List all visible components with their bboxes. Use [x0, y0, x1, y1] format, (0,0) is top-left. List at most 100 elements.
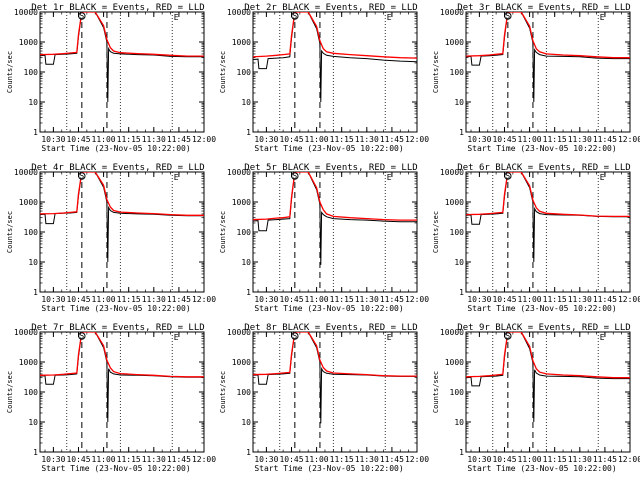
x-tick-label: 10:45	[279, 135, 303, 144]
plot-frame	[39, 11, 205, 133]
marker-badge	[291, 332, 299, 340]
x-tick-label: 11:45	[593, 135, 617, 144]
end-marker-label: E	[600, 13, 605, 22]
detector-panel: 1 10 100 1000 10000 10:30 10:45 11:00 11:15 11:30…	[219, 323, 429, 473]
y-tick-label: 10	[28, 258, 38, 267]
y-tick-label: 1	[33, 128, 38, 137]
y-tick-label: 10	[241, 418, 251, 427]
x-tick-label: 10:45	[279, 295, 303, 304]
x-axis-label: Start Time (23-Nov-05 10:22:00)	[254, 304, 403, 313]
detector-panel: 1 10 100 1000 10000 10:30 10:45 11:00 11:15 11:30…	[219, 3, 429, 153]
plot-frame	[465, 331, 631, 453]
y-tick-label: 10	[28, 418, 38, 427]
x-tick-label: 12:00	[405, 455, 429, 464]
marker-badge	[291, 12, 299, 20]
x-axis-label: Start Time (23-Nov-05 10:22:00)	[467, 304, 616, 313]
x-tick-label: 10:30	[254, 295, 278, 304]
x-tick-label: 11:45	[380, 135, 404, 144]
x-tick-label: 11:30	[568, 295, 592, 304]
plot-frame	[39, 331, 205, 453]
panel-title: Det 5r BLACK = Events, RED = LLD	[244, 163, 417, 173]
end-marker-label: E	[600, 333, 605, 342]
start-marker-label: S	[292, 332, 297, 341]
detector-panel: 1 10 100 1000 10000 10:30 10:45 11:00 11:15 11:30…	[6, 163, 216, 313]
x-tick-label: 11:15	[543, 455, 567, 464]
end-marker-label: E	[174, 173, 179, 182]
detector-panel: 1 10 100 1000 10000 10:30 10:45 11:00 11:15 11:30…	[432, 163, 640, 313]
end-marker-label: E	[600, 173, 605, 182]
start-marker-label: S	[505, 332, 510, 341]
y-tick-label: 100	[450, 68, 465, 77]
series-line-lld	[40, 12, 204, 57]
y-tick-label: 10000	[14, 168, 38, 177]
marker-badge	[504, 12, 512, 20]
y-tick-label: 1000	[445, 38, 464, 47]
series-line-lld	[253, 332, 417, 377]
x-tick-label: 11:00	[92, 135, 116, 144]
x-tick-label: 11:00	[518, 135, 542, 144]
series-line-events	[466, 172, 630, 263]
detector-panel: 1 10 100 1000 10000 10:30 10:45 11:00 11:15 11:30…	[6, 3, 216, 153]
x-tick-label: 11:45	[380, 455, 404, 464]
x-tick-label: 10:45	[66, 135, 90, 144]
y-tick-label: 1	[246, 128, 251, 137]
y-tick-label: 10000	[440, 8, 464, 17]
x-tick-label: 11:15	[117, 135, 141, 144]
x-axis-label: Start Time (23-Nov-05 10:22:00)	[467, 464, 616, 473]
detector-panel: 1 10 100 1000 10000 10:30 10:45 11:00 11:15 11:30…	[6, 323, 216, 473]
x-tick-label: 10:30	[467, 455, 491, 464]
x-tick-label: 12:00	[618, 455, 640, 464]
series-line-lld	[466, 12, 630, 59]
y-tick-label: 1000	[19, 358, 38, 367]
start-marker-label: S	[292, 172, 297, 181]
plot-frame	[39, 171, 205, 293]
x-tick-label: 11:00	[92, 455, 116, 464]
x-axis-label: Start Time (23-Nov-05 10:22:00)	[41, 304, 190, 313]
y-tick-label: 100	[450, 228, 465, 237]
series-line-lld	[466, 332, 630, 379]
y-tick-label: 1000	[232, 38, 251, 47]
y-tick-label: 100	[450, 388, 465, 397]
end-marker-label: E	[387, 173, 392, 182]
x-tick-label: 10:45	[492, 455, 516, 464]
y-tick-label: 10000	[227, 8, 251, 17]
x-tick-label: 11:15	[543, 295, 567, 304]
series-line-lld	[466, 172, 630, 218]
x-axis-label: Start Time (23-Nov-05 10:22:00)	[254, 464, 403, 473]
y-tick-label: 100	[237, 388, 252, 397]
end-marker-label: E	[174, 13, 179, 22]
y-axis-label: Counts/sec	[6, 51, 14, 93]
start-marker-label: S	[292, 12, 297, 21]
panel-title: Det 1r BLACK = Events, RED = LLD	[31, 3, 204, 13]
marker-badge	[78, 12, 86, 20]
y-tick-label: 10	[241, 98, 251, 107]
y-axis-label: Counts/sec	[219, 371, 227, 413]
panel-title: Det 9r BLACK = Events, RED = LLD	[457, 323, 630, 333]
plot-frame	[252, 11, 418, 133]
series-line-events	[40, 12, 204, 103]
y-tick-label: 1	[459, 448, 464, 457]
y-axis-label: Counts/sec	[432, 211, 440, 253]
start-marker-label: S	[79, 332, 84, 341]
panel-title: Det 6r BLACK = Events, RED = LLD	[457, 163, 630, 173]
x-tick-label: 10:45	[492, 135, 516, 144]
start-marker-label: S	[79, 12, 84, 21]
y-tick-label: 100	[237, 228, 252, 237]
x-tick-label: 11:45	[593, 295, 617, 304]
x-tick-label: 11:45	[167, 295, 191, 304]
y-tick-label: 10000	[227, 168, 251, 177]
panel-title: Det 7r BLACK = Events, RED = LLD	[31, 323, 204, 333]
x-tick-label: 11:45	[593, 455, 617, 464]
x-tick-label: 10:30	[41, 295, 65, 304]
x-tick-label: 11:30	[568, 455, 592, 464]
x-tick-label: 10:45	[66, 455, 90, 464]
x-tick-label: 11:15	[543, 135, 567, 144]
y-tick-label: 10	[454, 418, 464, 427]
y-axis-label: Counts/sec	[432, 51, 440, 93]
y-tick-label: 100	[237, 68, 252, 77]
x-tick-label: 12:00	[192, 455, 216, 464]
x-axis-label: Start Time (23-Nov-05 10:22:00)	[254, 144, 403, 153]
y-tick-label: 10	[241, 258, 251, 267]
x-tick-label: 11:15	[330, 295, 354, 304]
